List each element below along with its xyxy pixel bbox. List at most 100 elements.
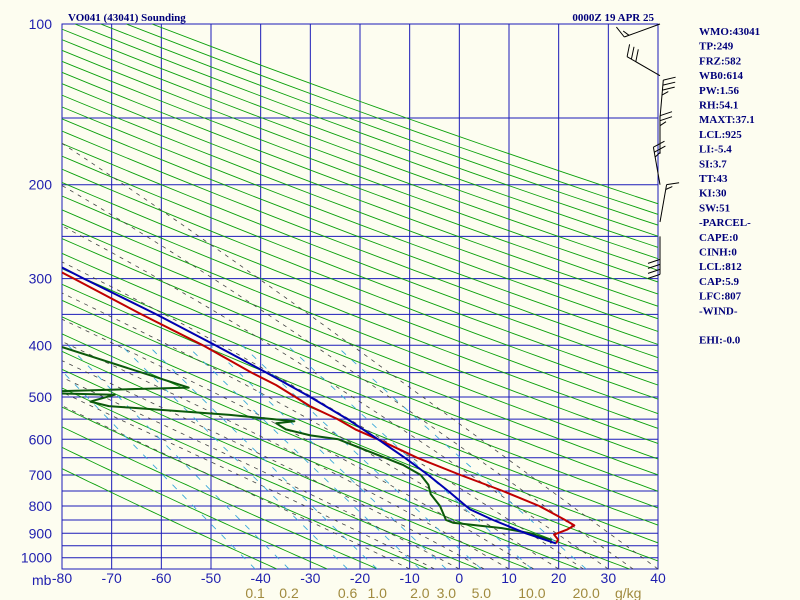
dry-adiabats xyxy=(62,24,658,569)
dry-adiabat xyxy=(62,49,658,271)
mixing-ratio-labels: 0.1 0.2 0.6 1.0 2.0 3.0 5.0 10.0 20.0 g/kg xyxy=(245,585,641,600)
chart-datetime: 0000Z 19 APR 25 xyxy=(572,12,654,24)
sounding-index: TT:43 xyxy=(699,173,728,185)
sounding-index: TP:249 xyxy=(699,41,734,53)
mixing-ratio-label: 2.0 xyxy=(410,585,430,600)
sounding-index: KI:30 xyxy=(699,188,727,200)
dry-adiabat xyxy=(62,209,658,444)
wind-barb-flag xyxy=(659,111,673,117)
wind-barb-flag xyxy=(654,151,661,158)
dry-adiabat xyxy=(62,195,658,429)
dry-adiabat xyxy=(62,387,479,569)
wind-barb xyxy=(647,236,661,279)
temperature-tick-label: -70 xyxy=(102,570,122,586)
dry-adiabat xyxy=(62,28,658,248)
dry-adiabat xyxy=(62,118,658,345)
sounding-index: LFC:807 xyxy=(699,291,742,303)
mixing-ratio-label: 10.0 xyxy=(518,585,545,600)
mixing-ratio-line xyxy=(241,344,482,569)
temperature-tick-label: -60 xyxy=(151,570,171,586)
mixing-ratio-label: g/kg xyxy=(615,585,641,600)
wind-barb-shaft xyxy=(659,184,668,223)
moist-adiabat xyxy=(62,360,485,569)
wind-barb-flag xyxy=(661,91,669,96)
dry-adiabat xyxy=(62,106,658,332)
temperature-tick-label: 20 xyxy=(551,570,567,586)
wind-barb-flag xyxy=(663,76,676,81)
sounding-index: SW:51 xyxy=(699,202,730,214)
dry-adiabat xyxy=(62,406,429,569)
dry-adiabat xyxy=(62,181,658,415)
temperature-line xyxy=(62,271,576,544)
pressure-tick-labels: 100 200 300 400 500 600 700 800 900 1000 xyxy=(21,16,52,566)
temperature-tick-label: 10 xyxy=(501,570,517,586)
mixing-ratio-line xyxy=(147,344,378,569)
moist-adiabat xyxy=(62,341,510,569)
dry-adiabat xyxy=(62,368,529,569)
sounding-index: PW:1.56 xyxy=(699,85,740,97)
pressure-tick-label: 200 xyxy=(29,177,53,193)
pressure-tick-label: 700 xyxy=(29,467,53,483)
pressure-tick-label: 300 xyxy=(29,271,53,287)
dewpoint-line xyxy=(62,346,553,544)
wind-barb-flag xyxy=(647,268,661,274)
mixing-ratio-line xyxy=(335,344,587,569)
wind-barb-flag xyxy=(662,86,675,91)
mixing-ratio-line xyxy=(67,344,290,569)
wind-barb-flag xyxy=(662,81,676,86)
temperature-tick-label: 30 xyxy=(601,570,617,586)
dry-adiabat xyxy=(62,155,658,386)
dry-adiabat xyxy=(62,168,658,400)
wind-barb-flag xyxy=(659,121,667,127)
dry-adiabat xyxy=(62,316,658,562)
wind-barb-shaft xyxy=(652,147,661,185)
sounding-index: CAPE:0 xyxy=(699,232,739,244)
temperature-tick-label: -50 xyxy=(201,570,221,586)
dry-adiabat xyxy=(74,24,658,237)
sounding-index: FRZ:582 xyxy=(699,55,742,67)
moist-adiabat xyxy=(62,261,584,569)
pressure-tick-label: 1000 xyxy=(21,550,52,566)
mixing-ratio-label: 5.0 xyxy=(472,585,492,600)
wind-barb-shaft xyxy=(626,56,661,77)
wind-barb-flag xyxy=(626,44,631,57)
dry-adiabat xyxy=(62,143,658,372)
sounding-index: SI:3.7 xyxy=(699,158,727,170)
dry-adiabat xyxy=(62,60,658,283)
wind-barb xyxy=(616,23,661,38)
dry-adiabat xyxy=(62,333,630,569)
chart-title: VO041 (43041) Sounding xyxy=(68,12,186,24)
mixing-ratio-label: 3.0 xyxy=(437,585,457,600)
wind-barb-flag xyxy=(647,258,661,264)
temperature-tick-label: -80 xyxy=(52,570,72,586)
temperature-tick-label: -40 xyxy=(251,570,271,586)
moist-adiabat xyxy=(62,142,658,569)
pressure-tick-label: 900 xyxy=(29,525,53,541)
dry-adiabat xyxy=(62,283,658,526)
moist-adiabat xyxy=(62,391,435,569)
mixing-ratio-label: 20.0 xyxy=(573,585,600,600)
dry-adiabat xyxy=(62,238,658,476)
dry-adiabat xyxy=(62,468,278,569)
profile-series xyxy=(62,266,576,545)
wind-barb-flag xyxy=(630,46,635,60)
dry-adiabat xyxy=(62,39,658,260)
mixing-ratio-line xyxy=(210,344,447,569)
sounding-index: MAXT:37.1 xyxy=(699,114,755,126)
dry-adiabat xyxy=(62,130,658,359)
dry-adiabat xyxy=(62,268,658,509)
sounding-index: -PARCEL- xyxy=(699,217,751,229)
sounding-index: EHI:-0.0 xyxy=(699,335,741,347)
dry-adiabat xyxy=(62,94,658,320)
mixing-ratio-label: 0.1 xyxy=(245,585,265,600)
sounding-index: CAP:5.9 xyxy=(699,276,740,288)
grid-lines xyxy=(61,23,659,570)
wind-barb-flag xyxy=(622,30,630,36)
moist-adiabats xyxy=(62,142,658,569)
sounding-index: WB0:614 xyxy=(699,70,744,82)
pressure-unit-label: mb xyxy=(32,572,52,588)
mixing-ratio-label: 0.2 xyxy=(279,585,299,600)
dry-adiabat xyxy=(62,426,378,569)
sounding-index: LCL:812 xyxy=(699,261,742,273)
